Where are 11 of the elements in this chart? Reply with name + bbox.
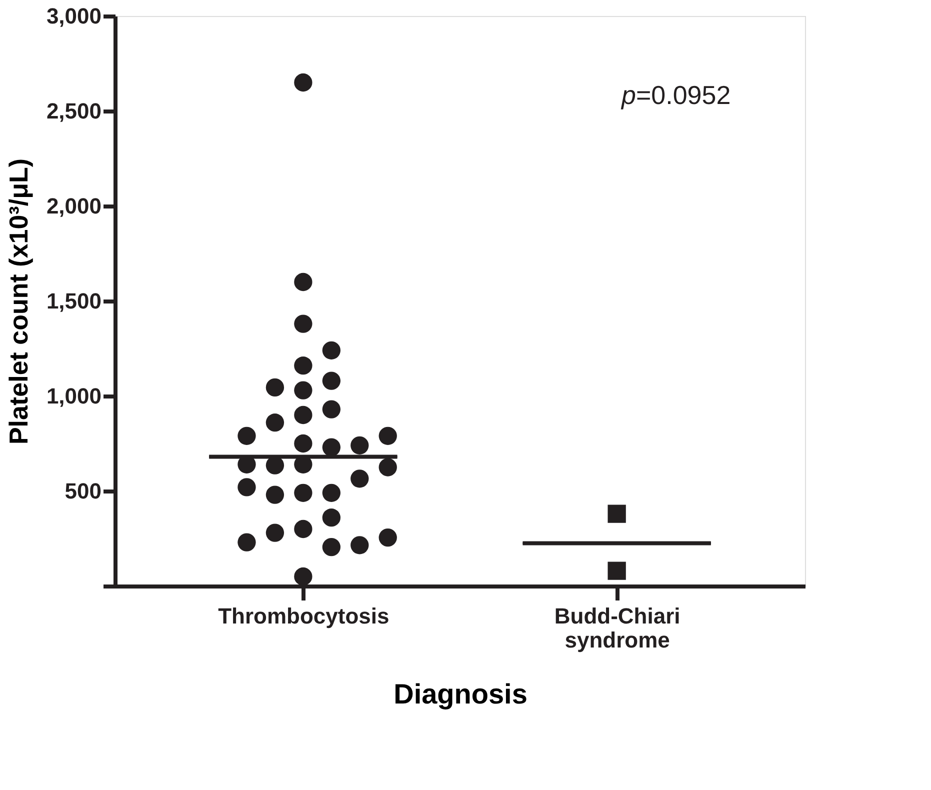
annotation: p=0.0952: [620, 80, 731, 110]
x-axis-title: Diagnosis: [394, 678, 528, 710]
x-tick-label: Thrombocytosis: [218, 604, 390, 628]
y-tick-label: 1,000: [46, 384, 102, 408]
x-tick-label: Budd-Chiari syndrome: [554, 604, 680, 652]
y-axis-title: Platelet count (x10³/μL): [3, 158, 34, 445]
y-tick-label: 3,000: [46, 4, 102, 28]
y-tick-label: 2,000: [46, 194, 102, 218]
y-tick-label: 500: [64, 478, 102, 504]
y-tick-label: 2,500: [46, 98, 102, 124]
y-tick-label: 1,500: [46, 288, 102, 314]
